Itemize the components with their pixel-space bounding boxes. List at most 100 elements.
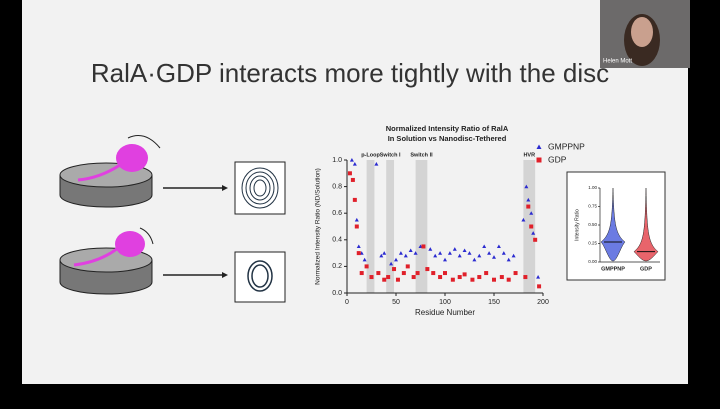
point: [501, 251, 506, 255]
point: [347, 171, 352, 176]
point: [443, 271, 447, 276]
point: [349, 158, 354, 162]
point: [386, 275, 391, 280]
diagram-bottom: [59, 227, 286, 303]
point: [477, 253, 482, 258]
point: [506, 257, 511, 262]
violin: [600, 187, 626, 262]
region-label: p-Loop: [361, 152, 380, 158]
region-label: HVR: [523, 152, 535, 158]
point: [470, 277, 475, 282]
point: [431, 271, 436, 276]
point: [447, 251, 452, 255]
legend-marker: [536, 157, 542, 163]
x-axis-label: Residue Number: [415, 308, 475, 317]
point: [415, 271, 420, 276]
point: [443, 257, 447, 262]
point: [529, 224, 534, 229]
y-tick-label: 0.50: [588, 222, 597, 227]
point: [364, 264, 369, 269]
point: [398, 251, 403, 255]
x-tick-label: GMPPNP: [601, 266, 625, 272]
y-tick-label: 1.0: [332, 157, 342, 164]
chart-title: Normalized Intensity Ratio of RalA: [386, 124, 509, 133]
point: [401, 271, 406, 276]
point: [529, 211, 534, 215]
point: [482, 244, 487, 249]
point: [413, 251, 418, 255]
point: [379, 253, 384, 258]
point: [450, 277, 455, 282]
region-label: Switch II: [410, 152, 433, 158]
point: [506, 277, 511, 282]
point: [403, 253, 408, 258]
x-tick-label: 100: [439, 299, 451, 306]
y-tick-label: 0.8: [332, 183, 342, 190]
point: [487, 251, 492, 255]
point: [354, 224, 359, 229]
point: [452, 247, 457, 251]
x-tick-label: GDP: [640, 266, 652, 272]
point: [524, 184, 529, 189]
legend-label: GMPPNP: [548, 141, 585, 151]
point: [499, 275, 504, 280]
point: [484, 271, 489, 276]
point: [352, 197, 357, 202]
x-tick-label: 200: [537, 299, 549, 306]
point: [523, 275, 528, 280]
region: [386, 160, 395, 293]
y-tick-label: 0.25: [588, 241, 597, 246]
point: [421, 244, 426, 249]
point: [356, 244, 361, 249]
violin: [633, 187, 659, 262]
point: [511, 253, 516, 258]
region: [415, 160, 428, 293]
point: [369, 275, 374, 280]
point: [392, 267, 397, 272]
point: [537, 284, 542, 289]
y-tick-label: 0.2: [332, 263, 342, 270]
chart-subtitle: In Solution vs Nanodisc-Tethered: [388, 134, 507, 143]
webcam-face: [631, 17, 653, 47]
point: [438, 251, 443, 255]
diagram-top: [59, 135, 286, 215]
point: [350, 177, 355, 182]
x-tick-label: 50: [392, 299, 400, 306]
point: [492, 255, 496, 259]
point: [433, 253, 438, 258]
participant-name: Helen Mott: [603, 59, 632, 65]
y-tick-label: 0.75: [588, 204, 597, 209]
y-axis-label: Intensity Ratio: [574, 209, 580, 241]
slide-title: RalA·GDP interacts more tightly with the…: [91, 58, 609, 88]
point: [531, 231, 536, 235]
point: [477, 275, 482, 280]
point: [492, 277, 496, 282]
point: [526, 197, 531, 202]
legend-label: GDP: [548, 154, 567, 164]
point: [395, 277, 400, 282]
point: [472, 257, 477, 262]
point: [359, 271, 364, 276]
point: [376, 271, 381, 276]
point: [382, 251, 387, 255]
point: [457, 253, 462, 258]
point: [354, 217, 359, 222]
point: [438, 275, 443, 280]
point: [352, 161, 357, 166]
point: [408, 248, 413, 253]
legend-marker: [536, 144, 542, 149]
point: [462, 272, 467, 277]
point: [496, 244, 501, 249]
point: [356, 251, 361, 256]
point: [394, 257, 398, 262]
y-axis-label: Normalized Intensity Ratio (ND/Solution): [315, 168, 322, 285]
point: [362, 257, 367, 262]
y-tick-label: 0.00: [588, 259, 597, 264]
region: [366, 160, 375, 293]
y-tick-label: 0.6: [332, 210, 342, 217]
point: [428, 247, 433, 251]
region-label: Switch I: [380, 152, 401, 158]
point: [382, 277, 387, 282]
x-tick-label: 150: [488, 299, 500, 306]
point: [513, 271, 518, 276]
